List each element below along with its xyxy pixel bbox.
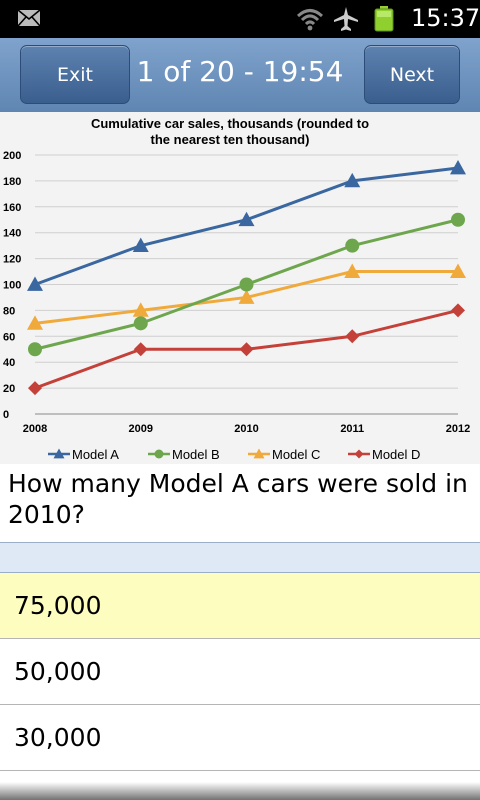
next-button[interactable]: Next [364, 45, 460, 104]
mail-icon [17, 9, 41, 27]
answer-option[interactable]: 50,000 [0, 639, 480, 705]
x-tick-label: 2011 [340, 423, 364, 435]
y-tick-label: 40 [3, 357, 15, 369]
chart-container: Cumulative car sales, thousands (rounded… [0, 112, 480, 464]
scroll-shadow [0, 782, 480, 800]
x-tick-label: 2008 [23, 423, 47, 435]
data-point-model-d [28, 381, 42, 396]
y-tick-label: 160 [3, 202, 21, 214]
data-point-model-b [451, 212, 465, 227]
chart-title-line2: the nearest ten thousand) [151, 132, 310, 147]
status-bar: 15:37 [0, 0, 480, 38]
data-point-model-c [344, 263, 361, 278]
legend-marker-model-c [253, 448, 265, 459]
question-progress: 1 of 20 - 19:54 [136, 55, 344, 88]
data-point-model-d [133, 342, 148, 357]
legend-label-model-d: Model D [372, 447, 420, 462]
data-point-model-c [450, 263, 466, 278]
legend-label-model-b: Model B [172, 447, 220, 462]
data-point-model-d [239, 342, 254, 357]
data-point-model-c [27, 315, 43, 330]
y-tick-label: 80 [3, 305, 15, 317]
data-point-model-b [133, 316, 148, 331]
legend-marker-model-d [354, 449, 364, 459]
legend-label-model-a: Model A [72, 447, 119, 462]
battery-icon [374, 6, 394, 32]
data-point-model-a [27, 276, 43, 291]
data-point-model-c [238, 289, 255, 304]
legend-marker-model-b [154, 449, 164, 459]
question-text: How many Model A cars were sold in 2010? [0, 464, 480, 542]
y-tick-label: 60 [3, 331, 15, 343]
answer-option[interactable]: 30,000 [0, 705, 480, 771]
legend-label-model-c: Model C [272, 447, 320, 462]
data-point-model-b [239, 277, 254, 292]
data-point-model-a [344, 172, 361, 188]
data-point-model-a [450, 159, 466, 175]
data-point-model-a [238, 211, 255, 227]
legend-marker-model-a [53, 448, 65, 459]
exit-button[interactable]: Exit [20, 45, 130, 104]
answer-option[interactable]: 75,000 [0, 573, 480, 639]
y-tick-label: 140 [3, 228, 21, 240]
clock: 15:37 [411, 4, 480, 32]
data-point-model-b [345, 238, 360, 253]
data-point-model-b [28, 342, 42, 357]
airplane-icon [334, 7, 358, 31]
line-chart: Cumulative car sales, thousands (rounded… [3, 116, 470, 462]
answer-header-band [0, 542, 480, 573]
data-point-model-d [345, 329, 360, 344]
chart-title-line1: Cumulative car sales, thousands (rounded… [91, 116, 369, 131]
data-point-model-d [451, 303, 465, 318]
data-point-model-c [132, 302, 149, 317]
y-tick-label: 20 [3, 383, 15, 395]
y-tick-label: 180 [3, 176, 21, 188]
x-tick-label: 2009 [129, 423, 153, 435]
y-tick-label: 100 [3, 280, 21, 292]
quiz-header: Exit 1 of 20 - 19:54 Next [0, 38, 480, 112]
x-tick-label: 2010 [234, 423, 258, 435]
x-tick-label: 2012 [446, 423, 470, 435]
series-line-model-a [34, 166, 459, 286]
wifi-icon [296, 9, 324, 31]
y-tick-label: 120 [3, 254, 21, 266]
y-tick-label: 0 [3, 409, 9, 421]
y-tick-label: 200 [3, 150, 21, 162]
data-point-model-a [132, 237, 149, 253]
